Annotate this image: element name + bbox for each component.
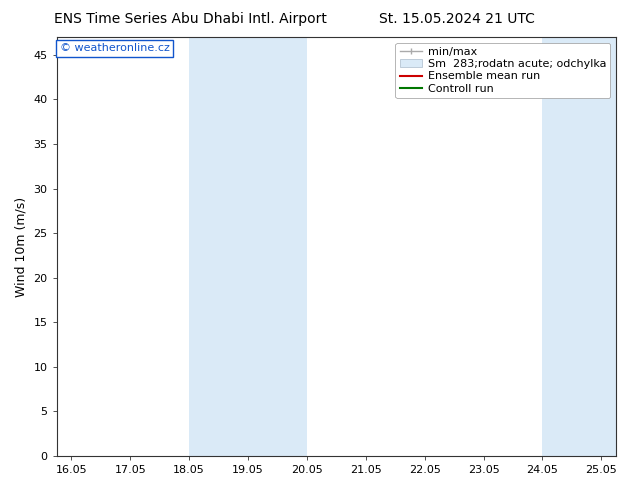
- Text: St. 15.05.2024 21 UTC: St. 15.05.2024 21 UTC: [378, 12, 534, 26]
- Legend: min/max, Sm  283;rodatn acute; odchylka, Ensemble mean run, Controll run: min/max, Sm 283;rodatn acute; odchylka, …: [396, 43, 611, 98]
- Bar: [543, 37, 616, 456]
- Bar: [189, 37, 307, 456]
- Text: © weatheronline.cz: © weatheronline.cz: [60, 43, 169, 53]
- Y-axis label: Wind 10m (m/s): Wind 10m (m/s): [15, 196, 28, 296]
- Text: ENS Time Series Abu Dhabi Intl. Airport: ENS Time Series Abu Dhabi Intl. Airport: [54, 12, 327, 26]
